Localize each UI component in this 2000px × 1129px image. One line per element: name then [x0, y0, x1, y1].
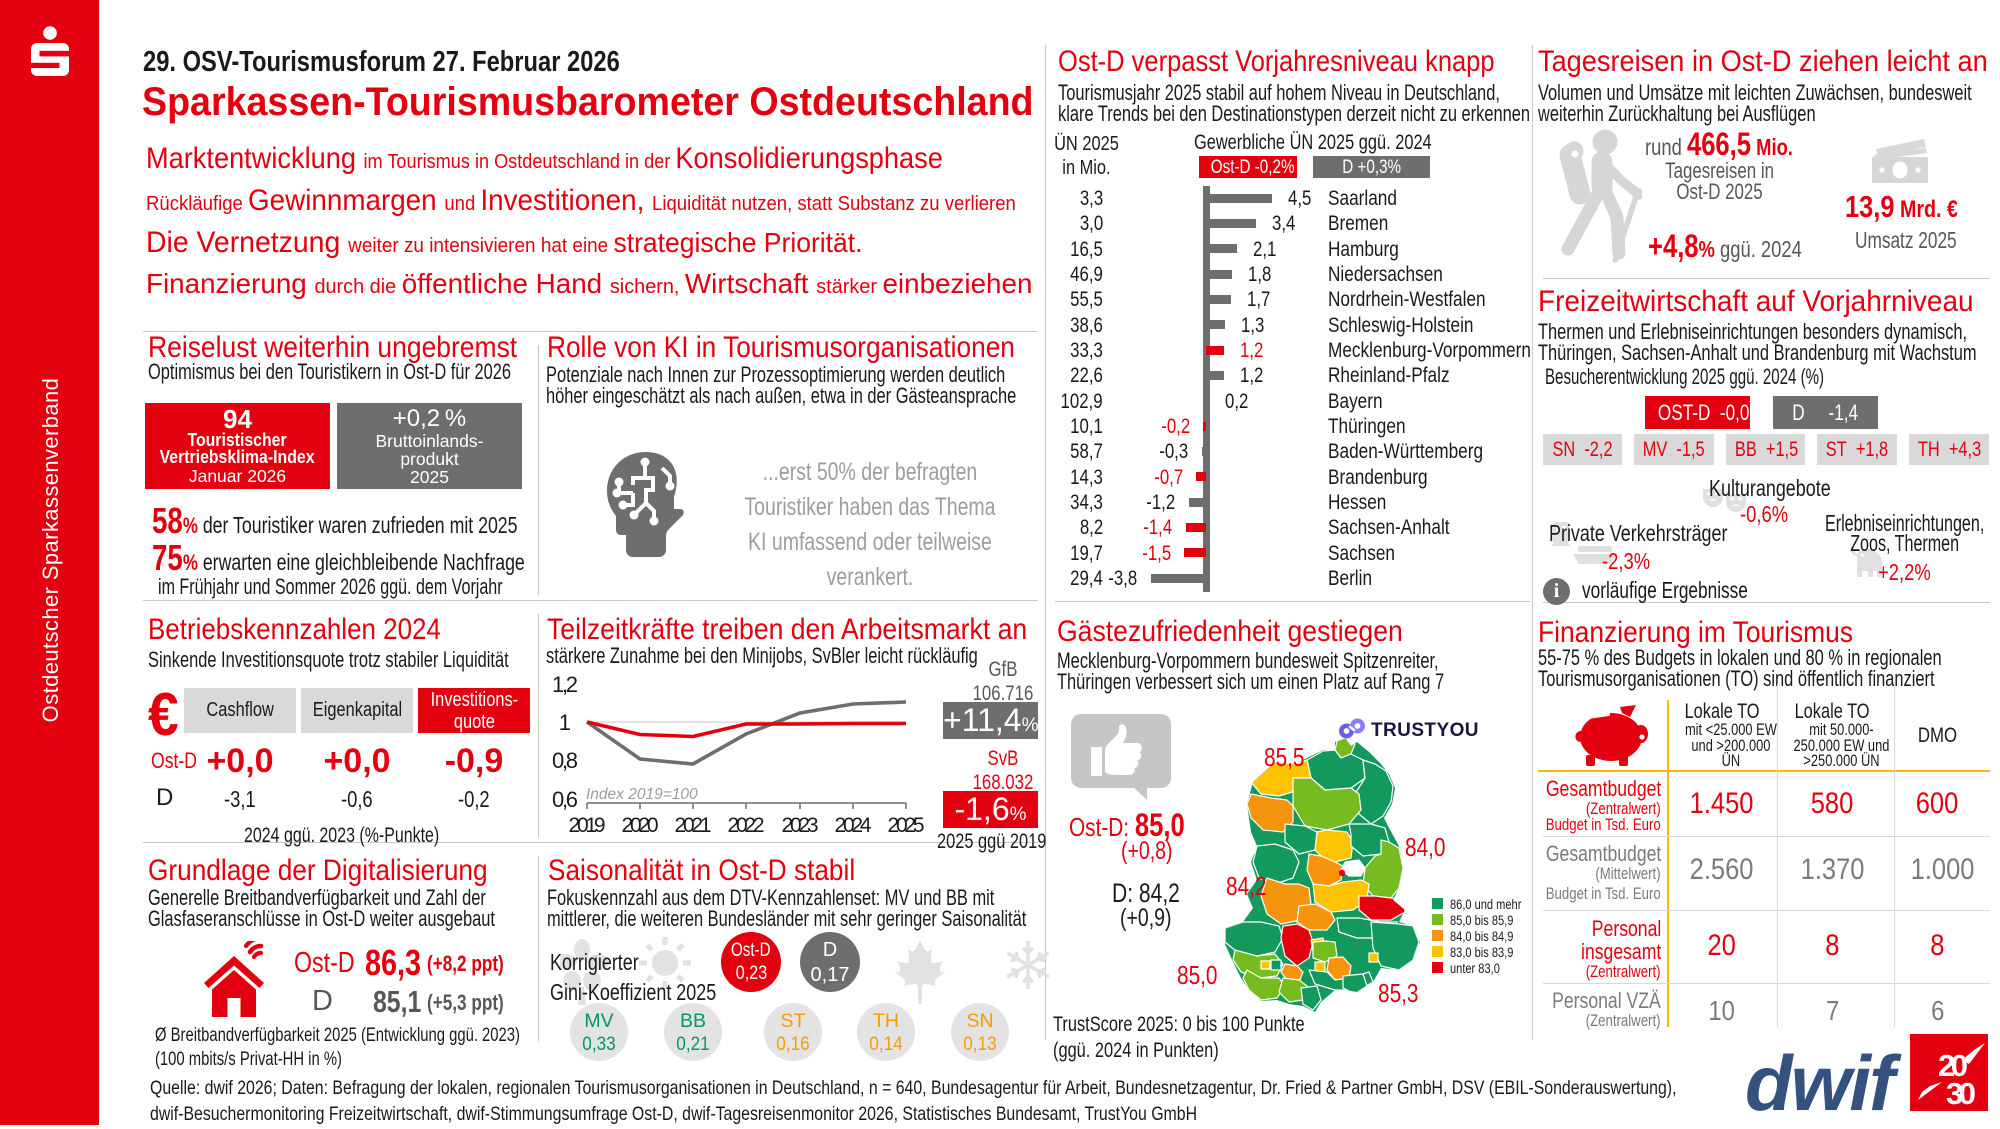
svg-text:TRUSTYOU: TRUSTYOU [1371, 720, 1479, 741]
svg-text:30: 30 [1946, 1076, 1976, 1111]
svg-text:2022: 2022 [728, 814, 765, 837]
svg-text:2021: 2021 [675, 814, 712, 837]
svg-text:Index 2019=100: Index 2019=100 [586, 786, 698, 803]
svg-text:20: 20 [1938, 1048, 1968, 1083]
svg-text:0,6: 0,6 [552, 787, 578, 812]
svg-text:0,8: 0,8 [552, 748, 578, 773]
svg-text:2019: 2019 [569, 814, 606, 837]
svg-text:2024: 2024 [835, 814, 872, 837]
svg-text:1,2: 1,2 [552, 672, 578, 697]
svg-text:2023: 2023 [782, 814, 819, 837]
svg-text:2025: 2025 [888, 814, 925, 837]
svg-text:2020: 2020 [622, 814, 659, 837]
svg-text:1: 1 [559, 710, 571, 735]
